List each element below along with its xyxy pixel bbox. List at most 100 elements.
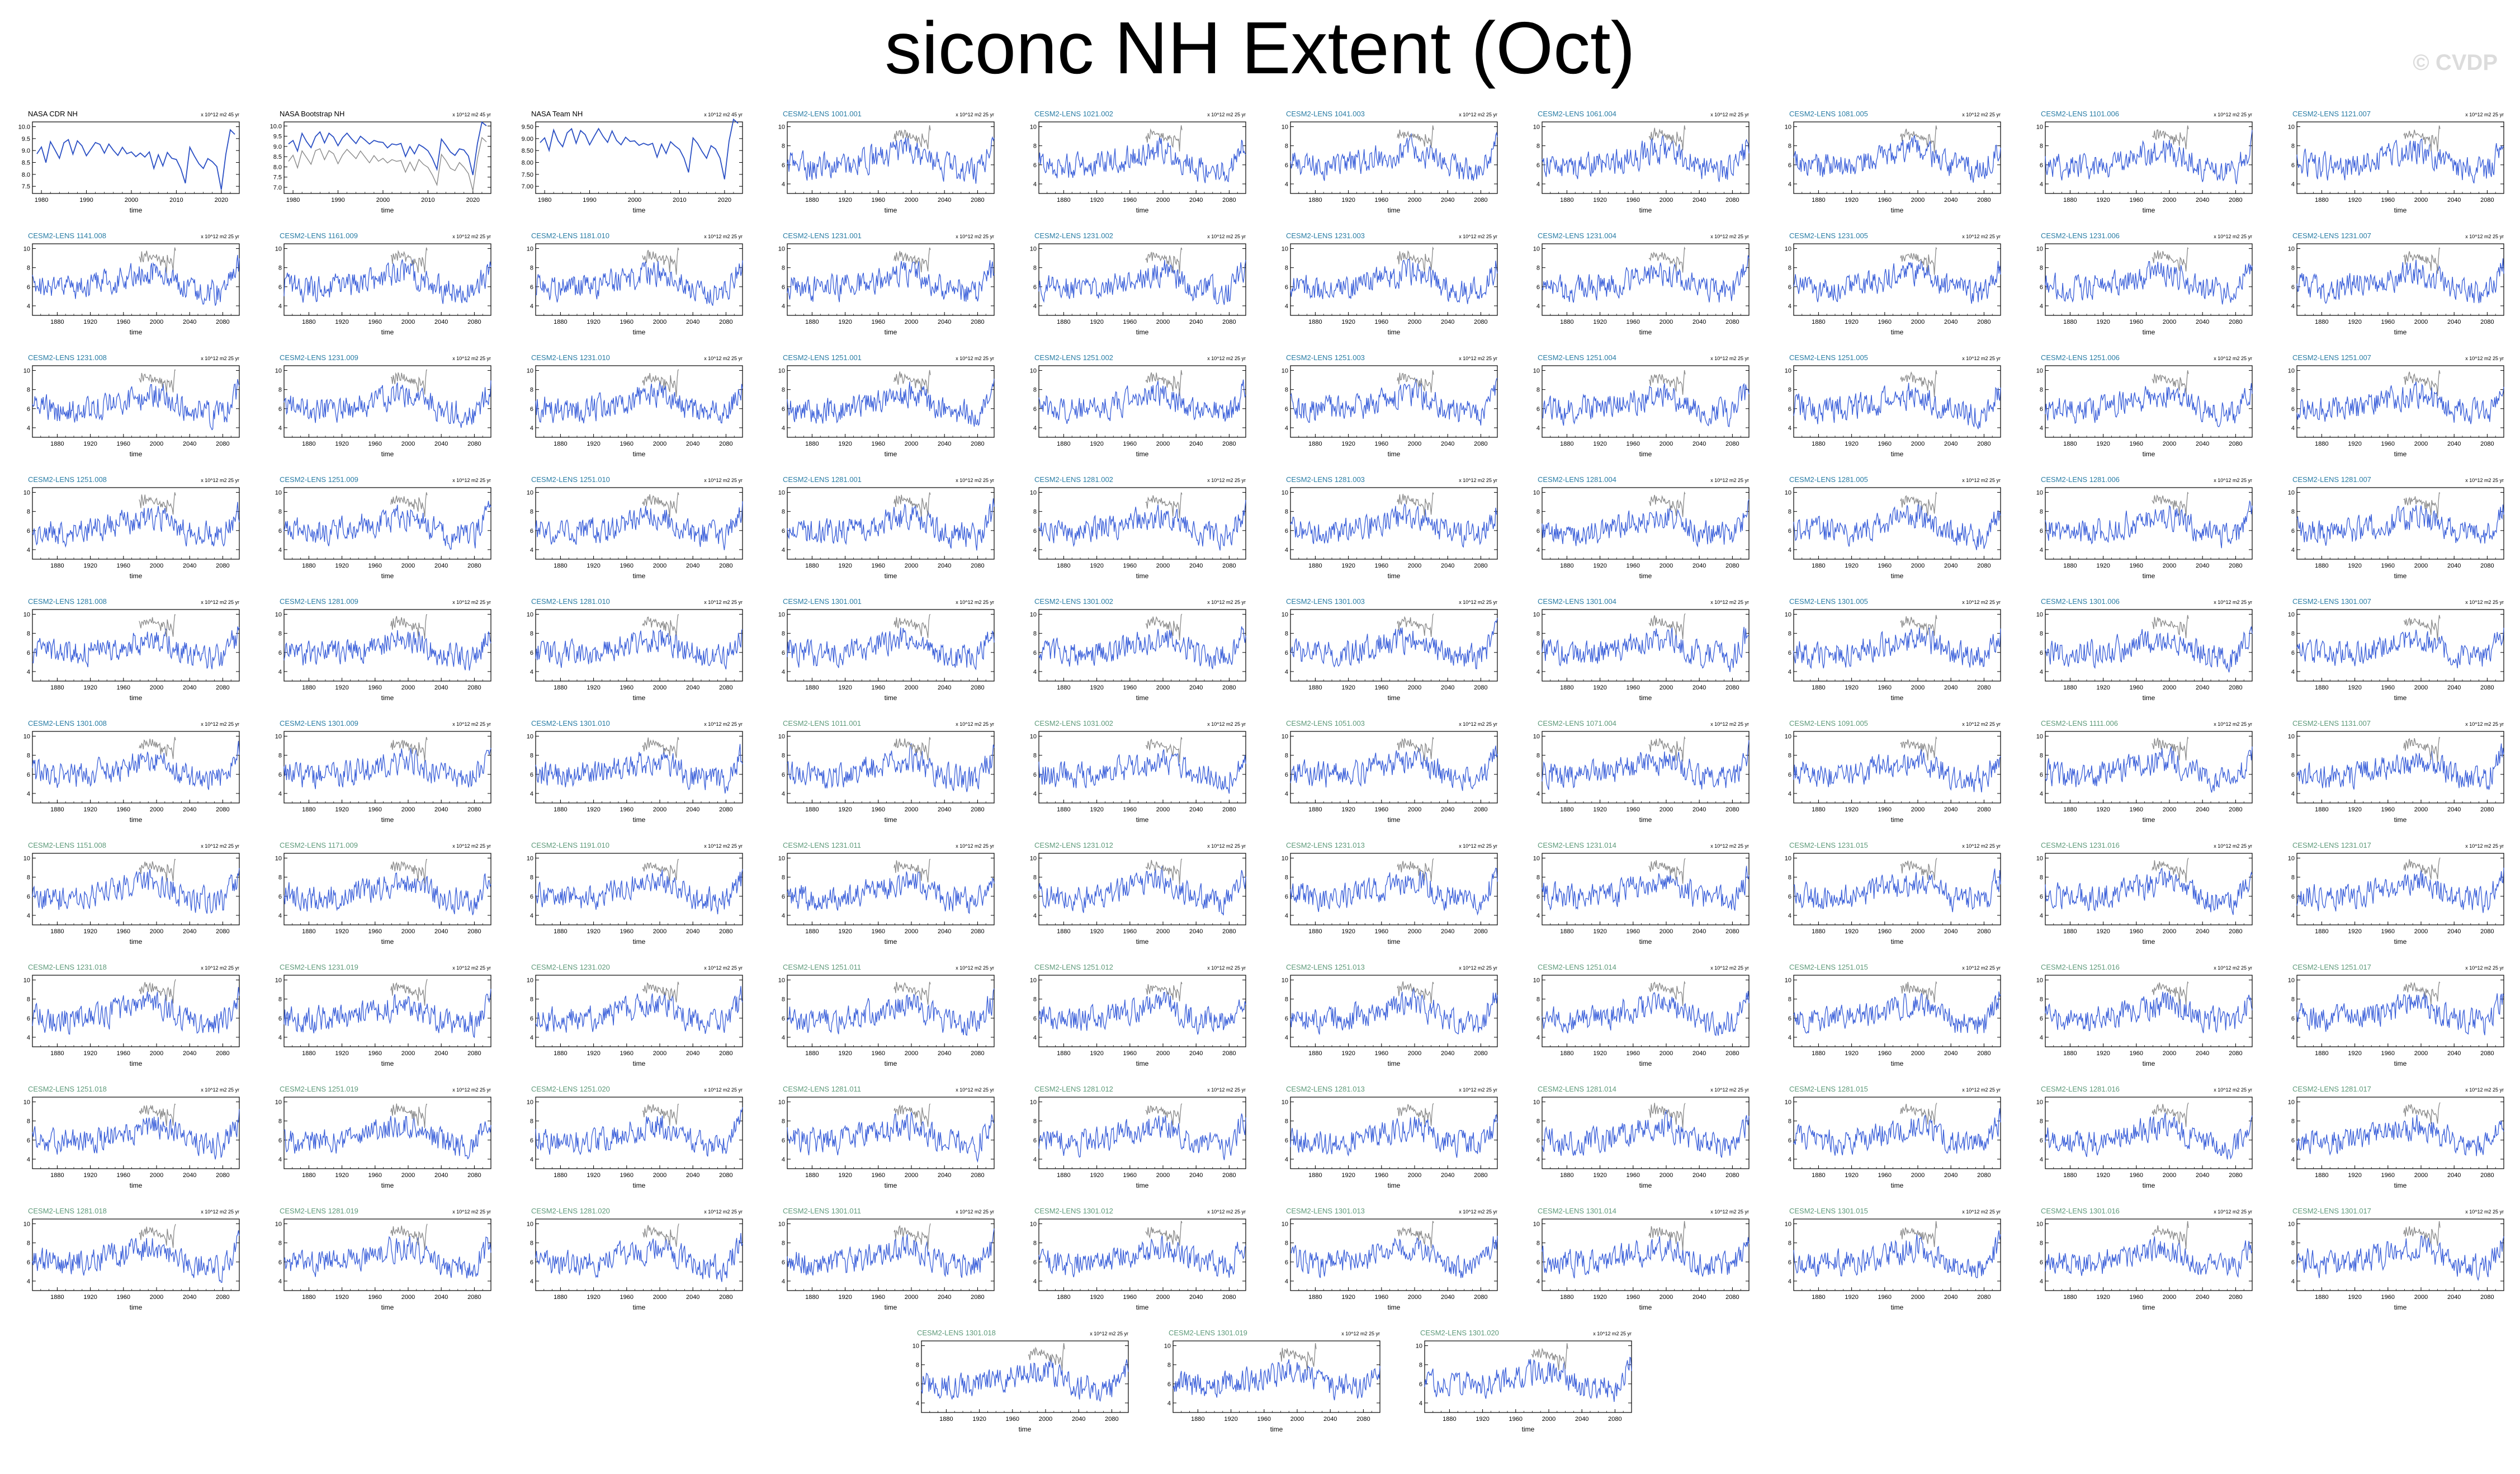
x-tick-label: 1960 [2381, 1050, 2395, 1057]
obs-overlay-line [1397, 370, 1434, 393]
obs-overlay-line [390, 369, 428, 395]
panel: CESM2-LENS 1301.004 x 10^12 m2 25 yr 1880 1… [1533, 597, 1750, 702]
panel-units: x 10^12 m2 25 yr [704, 234, 743, 239]
plot-frame [535, 121, 743, 194]
x-tick-label: 1880 [554, 563, 567, 569]
x-tick-label: 1960 [117, 1050, 130, 1057]
obs-overlay-line [390, 247, 428, 273]
y-tick-label: 4 [1285, 303, 1288, 310]
x-tick-label: 2000 [1408, 197, 1421, 204]
panel-units: x 10^12 m2 25 yr [1459, 478, 1497, 483]
y-tick-label: 6 [782, 650, 785, 656]
x-axis-label: time [130, 206, 143, 214]
obs-overlay-line [642, 737, 679, 758]
x-tick-label: 2000 [1659, 563, 1673, 569]
model-line [2296, 138, 2504, 184]
x-axis-label: time [381, 206, 394, 214]
x-axis-label: time [130, 1060, 143, 1067]
y-tick-label: 10 [1030, 612, 1037, 618]
model-line [787, 743, 995, 792]
model-line [1542, 626, 1750, 672]
x-tick-label: 1880 [1560, 563, 1573, 569]
x-tick-label: 2080 [971, 806, 984, 813]
x-tick-label: 1880 [302, 563, 315, 569]
x-tick-label: 1960 [1627, 928, 1640, 935]
plot-frame [1290, 1097, 1498, 1169]
x-tick-label: 2000 [905, 319, 918, 325]
y-tick-label: 4 [782, 669, 785, 675]
x-tick-label: 2000 [1911, 563, 1925, 569]
panel-title: CESM2-LENS 1301.004 [1538, 597, 1616, 606]
x-tick-label: 2000 [1156, 563, 1170, 569]
panel-units: x 10^12 m2 25 yr [704, 1087, 743, 1093]
y-tick-label: 4 [1033, 1034, 1037, 1041]
x-tick-label: 1960 [1123, 563, 1137, 569]
x-tick-label: 2020 [466, 197, 480, 204]
x-tick-label: 2080 [2229, 563, 2242, 569]
y-tick-label: 8 [278, 753, 282, 759]
y-tick-label: 8 [782, 509, 785, 516]
y-tick-label: 9.0 [273, 144, 282, 150]
obs-overlay-line [390, 614, 427, 639]
x-axis-label: time [2394, 694, 2407, 702]
x-tick-label: 2000 [2414, 928, 2428, 935]
panel-title: CESM2-LENS 1231.008 [28, 353, 107, 362]
x-tick-label: 1880 [2063, 1050, 2077, 1057]
y-tick-label: 6 [278, 284, 282, 291]
panel-title: CESM2-LENS 1281.012 [1034, 1085, 1113, 1093]
y-tick-label: 4 [1788, 791, 1791, 797]
x-tick-label: 2080 [971, 197, 984, 204]
x-tick-label: 2040 [183, 1050, 196, 1057]
y-tick-label: 10 [1785, 246, 1791, 253]
x-axis-label: time [633, 938, 646, 946]
panel-units: x 10^12 m2 25 yr [452, 843, 491, 849]
x-tick-label: 2040 [1441, 806, 1454, 813]
x-tick-label: 2080 [1222, 1172, 1236, 1179]
obs-overlay-line [893, 125, 931, 149]
panel-title: NASA Bootstrap NH [280, 110, 344, 118]
obs-secondary-line [288, 136, 487, 191]
x-tick-label: 2080 [719, 684, 732, 691]
x-tick-label: 1920 [1845, 684, 1858, 691]
x-tick-label: 1960 [117, 319, 130, 325]
panel-units: x 10^12 m2 25 yr [956, 112, 994, 117]
panel: CESM2-LENS 1111.006 x 10^12 m2 25 yr 1880 1… [2036, 719, 2253, 824]
panel-title: CESM2-LENS 1301.003 [1286, 597, 1365, 606]
obs-overlay-line [1648, 125, 1686, 150]
x-tick-label: 1960 [2381, 928, 2395, 935]
y-tick-label: 4 [2291, 669, 2295, 675]
plot-frame [535, 243, 743, 316]
y-tick-label: 6 [2291, 284, 2295, 291]
x-tick-label: 1960 [1375, 197, 1388, 204]
y-tick-label: 6 [2291, 650, 2295, 656]
obs-overlay-line [2152, 736, 2189, 760]
x-axis-label: time [1891, 572, 1904, 580]
model-line [1542, 740, 1750, 790]
x-axis-label: time [381, 572, 394, 580]
y-tick-label: 4 [2040, 913, 2043, 919]
x-tick-label: 2000 [150, 563, 163, 569]
y-tick-label: 6 [27, 772, 30, 778]
model-line [32, 1109, 240, 1160]
panel: CESM2-LENS 1081.005 x 10^12 m2 25 yr 1880 1… [1785, 110, 2001, 214]
x-tick-label: 1990 [583, 197, 596, 204]
panel: CESM2-LENS 1251.008 x 10^12 m2 25 yr 1880 1… [23, 475, 240, 580]
obs-overlay-line [390, 859, 428, 884]
x-tick-label: 2080 [971, 1050, 984, 1057]
y-tick-label: 6 [2291, 894, 2295, 900]
panel-units: x 10^12 m2 45 yr [452, 112, 491, 117]
x-tick-label: 1880 [554, 1050, 567, 1057]
x-tick-label: 2040 [1944, 563, 1958, 569]
panel-title: CESM2-LENS 1231.020 [531, 963, 610, 971]
y-tick-label: 6 [1536, 528, 1540, 535]
x-tick-label: 2040 [1944, 928, 1958, 935]
y-tick-label: 6 [27, 284, 30, 291]
y-tick-label: 4 [782, 547, 785, 554]
y-tick-label: 4 [2040, 303, 2043, 310]
x-tick-label: 2080 [2480, 806, 2494, 813]
y-tick-label: 8 [2040, 753, 2043, 759]
y-tick-label: 6 [1788, 650, 1791, 656]
x-tick-label: 2000 [1156, 1050, 1170, 1057]
panel: CESM2-LENS 1071.004 x 10^12 m2 25 yr 1880 1… [1533, 719, 1750, 824]
model-line [787, 988, 995, 1036]
